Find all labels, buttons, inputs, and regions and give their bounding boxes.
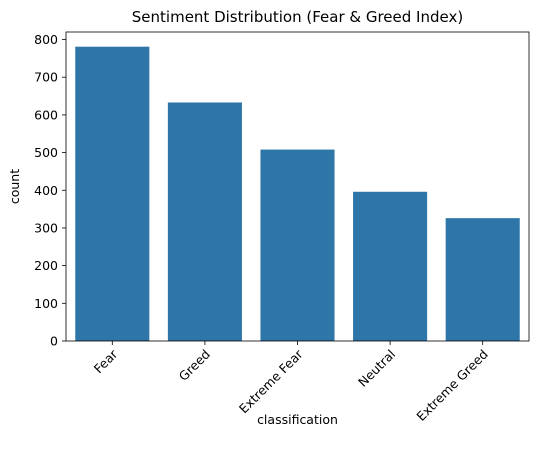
bar-neutral — [353, 191, 428, 341]
x-axis-label: classification — [257, 412, 338, 427]
x-tick-label: Fear — [91, 346, 121, 376]
bar-extreme-fear — [260, 149, 335, 341]
y-tick-label: 500 — [34, 145, 58, 160]
y-tick-label: 800 — [34, 32, 58, 47]
y-axis: 0 100 200 300 400 500 600 700 800 — [34, 32, 66, 349]
y-tick-label: 0 — [50, 334, 58, 349]
y-tick-label: 100 — [34, 296, 58, 311]
x-tick-label: Neutral — [355, 347, 398, 390]
y-tick-label: 200 — [34, 258, 58, 273]
x-tick-label: Extreme Fear — [236, 346, 306, 416]
bar-fear — [75, 46, 150, 341]
y-tick-label: 700 — [34, 70, 58, 85]
x-tick-label: Extreme Greed — [413, 347, 490, 424]
bar-greed — [167, 102, 242, 341]
chart-title: Sentiment Distribution (Fear & Greed Ind… — [132, 8, 463, 26]
bars-group — [75, 46, 520, 341]
plot-frame — [65, 31, 530, 342]
y-axis-label: count — [7, 169, 22, 204]
y-tick-label: 600 — [34, 107, 58, 122]
x-tick-label: Greed — [176, 347, 213, 384]
bar-extreme-greed — [445, 218, 520, 341]
y-tick-label: 300 — [34, 220, 58, 235]
y-tick-label: 400 — [34, 183, 58, 198]
